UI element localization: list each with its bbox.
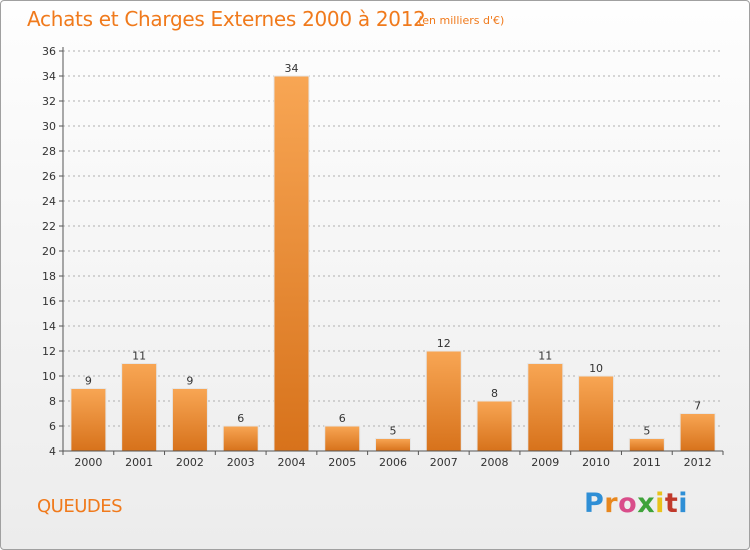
data-label: 5 bbox=[390, 425, 397, 438]
logo-letter: r bbox=[604, 488, 619, 519]
bar-2011[interactable] bbox=[628, 438, 665, 452]
y-tick-label: 20 bbox=[42, 245, 56, 258]
data-label: 6 bbox=[339, 412, 346, 425]
data-label: 34 bbox=[284, 62, 298, 75]
x-tick-label: 2007 bbox=[430, 456, 458, 469]
data-label: 8 bbox=[491, 387, 498, 400]
y-tick-label: 30 bbox=[42, 120, 56, 133]
data-label: 10 bbox=[589, 362, 603, 375]
chart-title: Achats et Charges Externes 2000 à 2012 bbox=[27, 7, 426, 31]
labels: 4 6 8 10 12 14 16 18 20 22 24 26 28 30 32 34 36 9 2000 11 20… bbox=[42, 45, 712, 469]
y-tick-label: 18 bbox=[42, 270, 56, 283]
bars bbox=[70, 75, 716, 452]
bar-2012[interactable] bbox=[679, 413, 716, 452]
bar-2007[interactable] bbox=[425, 350, 462, 452]
data-label: 11 bbox=[538, 350, 552, 363]
y-tick-label: 12 bbox=[42, 345, 56, 358]
x-tick-label: 2010 bbox=[582, 456, 610, 469]
bar-2002[interactable] bbox=[171, 388, 208, 452]
x-tick-label: 2012 bbox=[684, 456, 712, 469]
data-label: 12 bbox=[437, 337, 451, 350]
y-tick-label: 26 bbox=[42, 170, 56, 183]
y-tick-label: 4 bbox=[49, 445, 56, 458]
y-tick-label: 10 bbox=[42, 370, 56, 383]
x-tick-label: 2008 bbox=[481, 456, 509, 469]
x-tick-label: 2011 bbox=[633, 456, 661, 469]
commune-name: QUEUDES bbox=[37, 496, 123, 517]
bar-2006[interactable] bbox=[375, 438, 411, 452]
y-tick-label: 24 bbox=[42, 195, 56, 208]
x-tick-label: 2006 bbox=[379, 456, 407, 469]
y-tick-label: 14 bbox=[42, 320, 56, 333]
grid-lines bbox=[63, 50, 723, 427]
bar-2004[interactable] bbox=[273, 75, 310, 452]
data-label: 11 bbox=[132, 350, 146, 363]
data-label: 5 bbox=[643, 425, 650, 438]
logo-letter: i bbox=[655, 488, 665, 519]
data-label: 9 bbox=[85, 375, 92, 388]
bar-2003[interactable] bbox=[222, 425, 259, 452]
logo-letter: t bbox=[664, 488, 679, 519]
logo-letter: x bbox=[637, 488, 656, 519]
bar-2005[interactable] bbox=[324, 425, 361, 452]
y-tick-label: 36 bbox=[42, 45, 56, 58]
data-label: 9 bbox=[186, 375, 193, 388]
logo-letter: P bbox=[584, 488, 605, 519]
axes bbox=[59, 47, 724, 455]
chart-subtitle: (en milliers d'€) bbox=[418, 14, 505, 27]
x-tick-label: 2002 bbox=[176, 456, 204, 469]
x-tick-label: 2001 bbox=[125, 456, 153, 469]
y-tick-label: 8 bbox=[49, 395, 56, 408]
x-tick-label: 2009 bbox=[531, 456, 559, 469]
y-tick-label: 16 bbox=[42, 295, 56, 308]
data-label: 6 bbox=[237, 412, 244, 425]
y-tick-label: 28 bbox=[42, 145, 56, 158]
y-tick-label: 6 bbox=[49, 420, 56, 433]
bar-2008[interactable] bbox=[476, 400, 513, 452]
x-tick-label: 2000 bbox=[74, 456, 102, 469]
bar-2000[interactable] bbox=[70, 388, 107, 452]
data-label: 7 bbox=[694, 400, 701, 413]
x-tick-label: 2003 bbox=[227, 456, 255, 469]
bar-2010[interactable] bbox=[578, 375, 615, 452]
y-tick-label: 34 bbox=[42, 70, 56, 83]
x-tick-label: 2004 bbox=[277, 456, 305, 469]
logo-letter: i bbox=[678, 488, 689, 519]
logo-letter: o bbox=[618, 488, 638, 519]
bar-2009[interactable] bbox=[527, 363, 564, 452]
proxiti-logo[interactable]: Proxiti bbox=[584, 488, 688, 519]
y-tick-label: 22 bbox=[42, 220, 56, 233]
y-tick-label: 32 bbox=[42, 95, 56, 108]
x-tick-label: 2005 bbox=[328, 456, 356, 469]
bar-2001[interactable] bbox=[121, 363, 158, 452]
